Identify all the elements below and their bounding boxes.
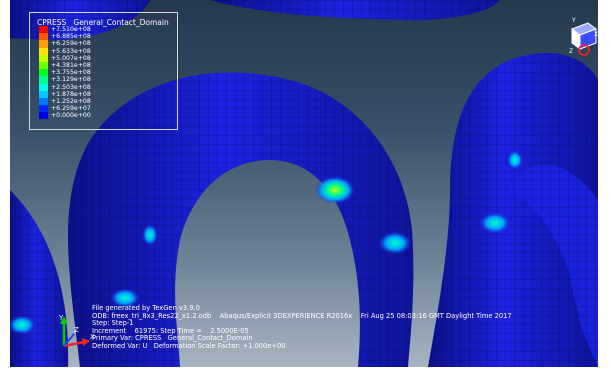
legend-value: +3.755e+08 <box>51 69 91 77</box>
legend-swatch <box>39 112 48 120</box>
legend-color-bar <box>39 26 48 120</box>
view-cube[interactable]: Y X Z <box>568 15 598 59</box>
info-line-increment: Increment 61975: Step Time = 2.5000E-05 <box>92 326 249 335</box>
mesh-scene <box>10 0 598 367</box>
legend-values: +7.510e+08 +6.885e+08 +6.259e+08 +5.633e… <box>51 26 91 119</box>
coordinate-triad: Y X Z <box>50 312 96 352</box>
contact-spot-far-right <box>479 212 511 234</box>
legend-value: +5.007e+08 <box>51 54 91 62</box>
contact-spot-top <box>315 176 355 204</box>
legend-swatch <box>39 105 48 113</box>
legend-swatch <box>39 33 48 41</box>
legend-value: +6.259e+07 <box>51 105 91 113</box>
model-info-text: File generated by TexGen v3.9.0 ODB: free… <box>92 304 512 351</box>
legend-value: +3.129e+08 <box>51 76 91 84</box>
legend-value: +1.878e+08 <box>51 90 91 98</box>
triad-x-label: X <box>90 333 95 341</box>
legend-value: +6.885e+08 <box>51 33 91 41</box>
legend-value: +4.381e+08 <box>51 61 91 69</box>
view-cube-y-label: Y <box>571 17 576 24</box>
legend-swatch <box>39 26 48 34</box>
legend-value: +7.510e+08 <box>51 26 91 33</box>
legend-value: +1.252e+08 <box>51 97 91 105</box>
view-cube-z-label: Z <box>569 48 573 55</box>
legend-swatch <box>39 76 48 84</box>
legend-swatch <box>39 90 48 98</box>
info-line-primary-var: Primary Var: CPRESS General_Contact_Doma… <box>92 334 253 343</box>
legend-swatch <box>39 61 48 70</box>
top-right-tube <box>210 0 500 21</box>
info-line-odb: ODB: freex_tri_8x3_Res22_x1.2.odb Abaqus… <box>92 311 512 320</box>
view-cube-x-label: X <box>594 31 598 38</box>
legend-swatch <box>39 83 48 91</box>
legend-value: +6.259e+08 <box>51 40 91 48</box>
right-tube <box>428 52 598 367</box>
legend-swatch <box>39 54 48 62</box>
contact-spot-left <box>142 224 158 246</box>
model-viewport[interactable]: CPRESS General_Contact_Domain +7.510e+08… <box>10 0 598 367</box>
triad-z-label: Z <box>74 326 79 334</box>
info-line-generator: File generated by TexGen v3.9.0 <box>92 304 200 312</box>
contour-legend: CPRESS General_Contact_Domain +7.510e+08… <box>29 12 178 130</box>
legend-swatch <box>39 97 48 106</box>
contact-spot-right <box>378 231 412 255</box>
legend-title: CPRESS General_Contact_Domain <box>37 18 169 27</box>
info-line-deformed-var: Deformed Var: U Deformation Scale Factor… <box>92 341 286 350</box>
legend-swatch <box>39 40 48 48</box>
legend-value: +2.503e+08 <box>51 83 91 91</box>
contact-spot-right-edge <box>507 150 523 170</box>
legend-swatch <box>39 47 48 55</box>
main-arch-tube <box>68 72 414 367</box>
contact-spot-bottom-left <box>110 288 140 308</box>
legend-value: +5.633e+08 <box>51 47 91 55</box>
contact-spot-left-edge <box>10 315 36 335</box>
triad-y-label: Y <box>58 314 64 322</box>
info-line-step: Step: Step-1 <box>92 319 134 328</box>
legend-swatch <box>39 69 48 77</box>
axis-triad-icon: Y X Z <box>58 314 95 348</box>
legend-value: +0.000e+00 <box>51 112 91 120</box>
view-cube-icon: Y X Z <box>569 17 598 56</box>
